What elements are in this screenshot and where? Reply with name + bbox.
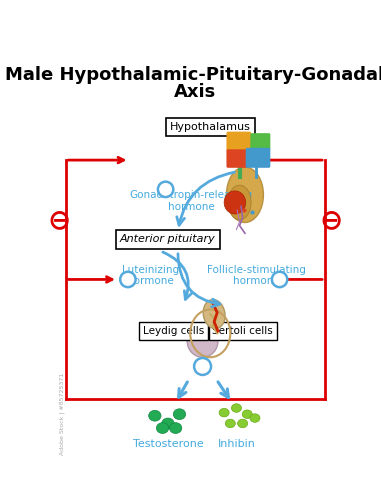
Text: Testosterone: Testosterone — [133, 439, 203, 449]
Text: +: + — [121, 270, 135, 288]
FancyArrowPatch shape — [218, 382, 228, 398]
Text: Sertoli cells: Sertoli cells — [212, 326, 273, 336]
Text: Follicle-stimulating
hormone: Follicle-stimulating hormone — [207, 265, 306, 286]
Text: Leydig cells: Leydig cells — [143, 326, 204, 336]
Ellipse shape — [170, 422, 182, 434]
Ellipse shape — [228, 185, 251, 220]
FancyArrowPatch shape — [177, 172, 234, 225]
Text: +: + — [195, 358, 210, 376]
Ellipse shape — [173, 409, 186, 420]
FancyBboxPatch shape — [226, 132, 251, 152]
Ellipse shape — [238, 419, 248, 428]
Ellipse shape — [226, 167, 263, 222]
Text: Inhibin: Inhibin — [218, 439, 256, 449]
Ellipse shape — [250, 414, 260, 422]
Text: Male Hypothalamic-Pituitary-Gonadal: Male Hypothalamic-Pituitary-Gonadal — [5, 66, 381, 84]
Text: Adobe Stock | #85725371: Adobe Stock | #85725371 — [59, 373, 65, 456]
FancyArrowPatch shape — [163, 252, 192, 300]
FancyBboxPatch shape — [246, 148, 271, 168]
Circle shape — [272, 272, 287, 287]
Ellipse shape — [242, 410, 252, 418]
Ellipse shape — [187, 325, 218, 357]
Text: +: + — [158, 180, 173, 198]
FancyBboxPatch shape — [250, 133, 271, 150]
Ellipse shape — [203, 300, 225, 328]
Text: ⊖: ⊖ — [320, 206, 343, 234]
Text: +: + — [273, 270, 287, 288]
Ellipse shape — [162, 418, 174, 429]
Ellipse shape — [225, 419, 235, 428]
Text: Hypothalamus: Hypothalamus — [170, 122, 251, 132]
Text: Gonadotropin-releasing
hormone: Gonadotropin-releasing hormone — [130, 190, 253, 212]
Circle shape — [120, 272, 136, 287]
Ellipse shape — [156, 422, 169, 434]
Text: Axis: Axis — [174, 83, 216, 101]
Ellipse shape — [219, 408, 229, 417]
Text: Luteinizing
hormone: Luteinizing hormone — [122, 265, 179, 286]
Text: Anterior pituitary: Anterior pituitary — [120, 234, 216, 244]
Text: ⊖: ⊖ — [48, 206, 71, 234]
Ellipse shape — [149, 410, 161, 421]
Ellipse shape — [224, 191, 246, 214]
Ellipse shape — [231, 404, 242, 412]
Circle shape — [194, 358, 211, 375]
FancyArrowPatch shape — [179, 382, 187, 398]
FancyBboxPatch shape — [226, 150, 248, 168]
Circle shape — [158, 182, 173, 197]
FancyArrowPatch shape — [178, 254, 220, 307]
